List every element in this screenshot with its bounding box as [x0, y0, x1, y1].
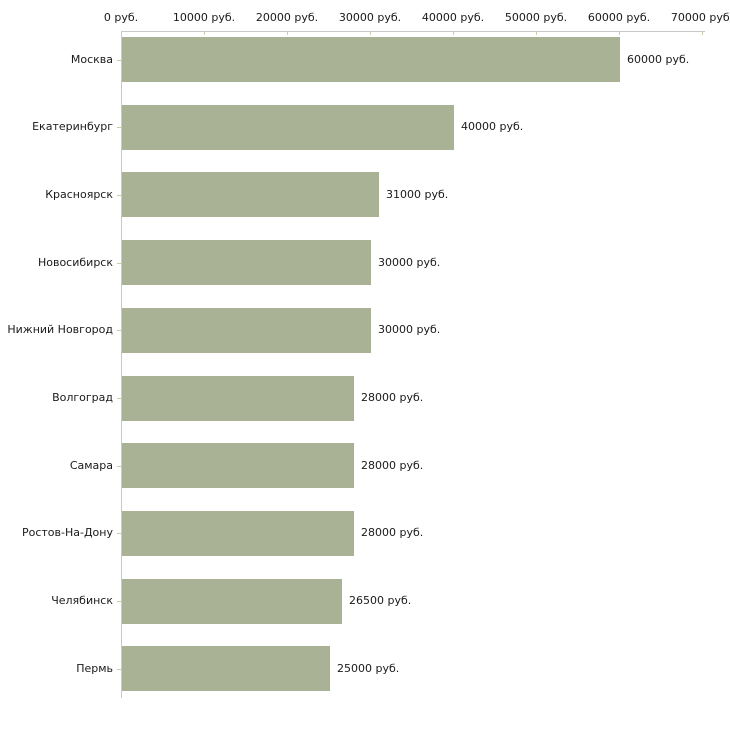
bar-value-label: 28000 руб. — [361, 526, 424, 539]
y-category-label: Екатеринбург — [32, 120, 113, 133]
x-axis-line — [121, 31, 705, 32]
x-axis-tick — [287, 31, 288, 35]
x-axis-tick — [370, 31, 371, 35]
x-axis-tick — [702, 31, 703, 35]
bar-value-label: 28000 руб. — [361, 459, 424, 472]
x-axis-tick — [536, 31, 537, 35]
bar — [122, 37, 620, 82]
y-axis-tick — [117, 669, 121, 670]
x-axis-tick-label: 40000 руб. — [421, 11, 485, 24]
bar-value-label: 28000 руб. — [361, 391, 424, 404]
y-axis-tick — [117, 601, 121, 602]
bar-value-label: 26500 руб. — [349, 594, 412, 607]
y-category-label: Москва — [70, 53, 113, 66]
y-category-label: Самара — [69, 459, 113, 472]
x-axis-tick — [204, 31, 205, 35]
x-axis-tick-label: 70000 руб. — [670, 11, 730, 24]
y-axis-tick — [117, 195, 121, 196]
bar-value-label: 40000 руб. — [461, 120, 524, 133]
y-axis-tick — [117, 263, 121, 264]
x-axis-tick-label: 30000 руб. — [338, 11, 402, 24]
bar — [122, 172, 379, 217]
y-axis-tick — [117, 60, 121, 61]
x-axis-tick — [619, 31, 620, 35]
bar — [122, 511, 354, 556]
x-axis-tick-label: 10000 руб. — [172, 11, 236, 24]
x-axis-tick-label: 20000 руб. — [255, 11, 319, 24]
y-category-label: Новосибирск — [37, 256, 113, 269]
y-category-label: Нижний Новгород — [7, 323, 113, 336]
x-axis-tick-label: 50000 руб. — [504, 11, 568, 24]
bar-value-label: 30000 руб. — [378, 323, 441, 336]
y-axis-tick — [117, 127, 121, 128]
bar-value-label: 60000 руб. — [627, 53, 690, 66]
bar — [122, 240, 371, 285]
y-category-label: Волгоград — [52, 391, 113, 404]
bar — [122, 376, 354, 421]
y-category-label: Пермь — [76, 662, 113, 675]
bar — [122, 646, 330, 691]
x-axis-tick-label: 0 руб. — [103, 11, 139, 24]
bar-value-label: 25000 руб. — [337, 662, 400, 675]
y-category-label: Красноярск — [45, 188, 113, 201]
bar — [122, 105, 454, 150]
y-category-label: Ростов-На-Дону — [21, 526, 113, 539]
y-category-label: Челябинск — [51, 594, 113, 607]
y-axis-tick — [117, 533, 121, 534]
y-axis-tick — [117, 330, 121, 331]
bar-value-label: 31000 руб. — [386, 188, 449, 201]
x-axis-tick — [121, 31, 122, 35]
bar-value-label: 30000 руб. — [378, 256, 441, 269]
bar — [122, 579, 342, 624]
x-axis-tick-label: 60000 руб. — [587, 11, 651, 24]
y-axis-tick — [117, 466, 121, 467]
x-axis-tick — [453, 31, 454, 35]
bar — [122, 443, 354, 488]
bar — [122, 308, 371, 353]
y-axis-line — [121, 31, 122, 698]
y-axis-tick — [117, 398, 121, 399]
